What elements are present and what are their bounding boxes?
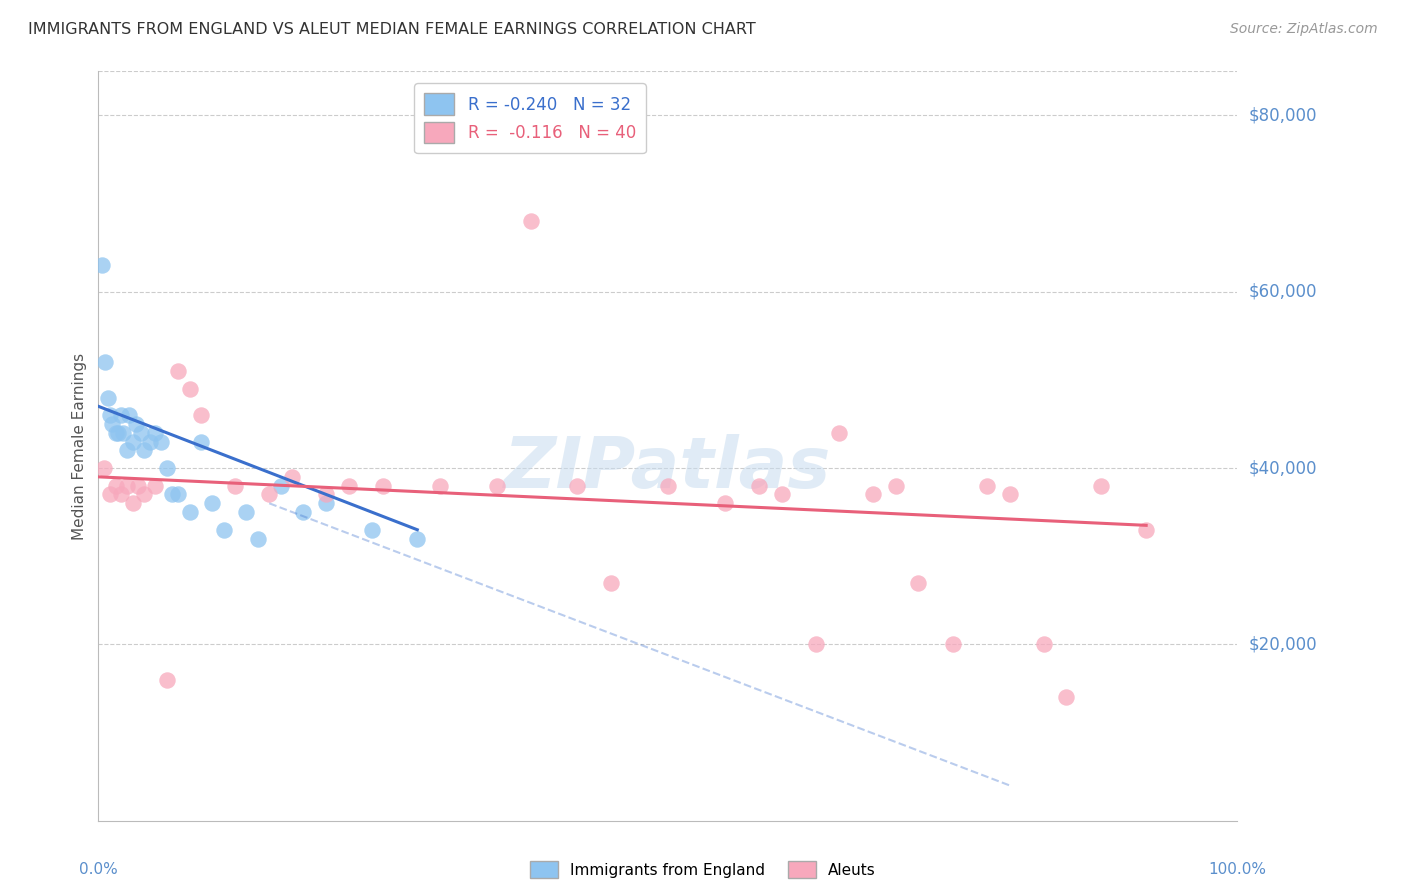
Point — [212, 523, 235, 537]
Point — [121, 496, 143, 510]
Point — [150, 434, 173, 449]
Point — [657, 478, 679, 492]
Point — [292, 505, 315, 519]
Point — [110, 408, 132, 422]
Point — [145, 425, 167, 440]
Point — [337, 478, 360, 492]
Text: $60,000: $60,000 — [1249, 283, 1317, 301]
Point — [1056, 690, 1078, 705]
Text: ZIPatlas: ZIPatlas — [505, 434, 831, 503]
Point — [98, 408, 121, 422]
Point — [770, 487, 793, 501]
Point — [201, 496, 224, 510]
Point — [107, 425, 129, 440]
Point — [101, 417, 124, 431]
Y-axis label: Median Female Earnings: Median Female Earnings — [72, 352, 87, 540]
Point — [132, 487, 155, 501]
Point — [246, 532, 269, 546]
Point — [138, 434, 160, 449]
Text: $20,000: $20,000 — [1249, 635, 1317, 653]
Text: 100.0%: 100.0% — [1208, 862, 1267, 877]
Point — [565, 478, 588, 492]
Point — [98, 487, 121, 501]
Point — [190, 408, 212, 422]
Point — [281, 470, 304, 484]
Point — [259, 487, 281, 501]
Point — [156, 461, 179, 475]
Point — [360, 523, 382, 537]
Point — [162, 487, 184, 501]
Point — [486, 478, 509, 492]
Point — [270, 478, 292, 492]
Legend: R = -0.240   N = 32, R =  -0.116   N = 40: R = -0.240 N = 32, R = -0.116 N = 40 — [415, 84, 645, 153]
Point — [884, 478, 907, 492]
Point — [125, 417, 148, 431]
Text: $40,000: $40,000 — [1249, 459, 1317, 477]
Point — [235, 505, 257, 519]
Legend: Immigrants from England, Aleuts: Immigrants from England, Aleuts — [524, 855, 882, 884]
Point — [129, 425, 152, 440]
Point — [907, 575, 929, 590]
Point — [714, 496, 737, 510]
Point — [118, 408, 141, 422]
Point — [804, 637, 827, 651]
Point — [167, 364, 190, 378]
Point — [828, 425, 851, 440]
Point — [115, 478, 138, 492]
Point — [976, 478, 998, 492]
Point — [1135, 523, 1157, 537]
Point — [96, 391, 118, 405]
Point — [1090, 478, 1112, 492]
Text: $80,000: $80,000 — [1249, 106, 1317, 125]
Point — [520, 214, 543, 228]
Point — [190, 434, 212, 449]
Point — [132, 443, 155, 458]
Point — [748, 478, 770, 492]
Point — [429, 478, 451, 492]
Point — [371, 478, 394, 492]
Point — [94, 355, 117, 369]
Point — [406, 532, 429, 546]
Point — [179, 382, 201, 396]
Point — [862, 487, 884, 501]
Point — [224, 478, 246, 492]
Point — [121, 434, 143, 449]
Point — [600, 575, 623, 590]
Point — [167, 487, 190, 501]
Point — [112, 425, 135, 440]
Point — [315, 496, 337, 510]
Point — [93, 461, 115, 475]
Point — [110, 487, 132, 501]
Point — [942, 637, 965, 651]
Point — [156, 673, 179, 687]
Point — [127, 478, 149, 492]
Point — [179, 505, 201, 519]
Point — [998, 487, 1021, 501]
Text: IMMIGRANTS FROM ENGLAND VS ALEUT MEDIAN FEMALE EARNINGS CORRELATION CHART: IMMIGRANTS FROM ENGLAND VS ALEUT MEDIAN … — [28, 22, 756, 37]
Point — [1032, 637, 1054, 651]
Text: 0.0%: 0.0% — [79, 862, 118, 877]
Point — [104, 425, 127, 440]
Point — [115, 443, 138, 458]
Point — [90, 258, 112, 272]
Point — [104, 478, 127, 492]
Text: Source: ZipAtlas.com: Source: ZipAtlas.com — [1230, 22, 1378, 37]
Point — [145, 478, 167, 492]
Point — [315, 487, 337, 501]
